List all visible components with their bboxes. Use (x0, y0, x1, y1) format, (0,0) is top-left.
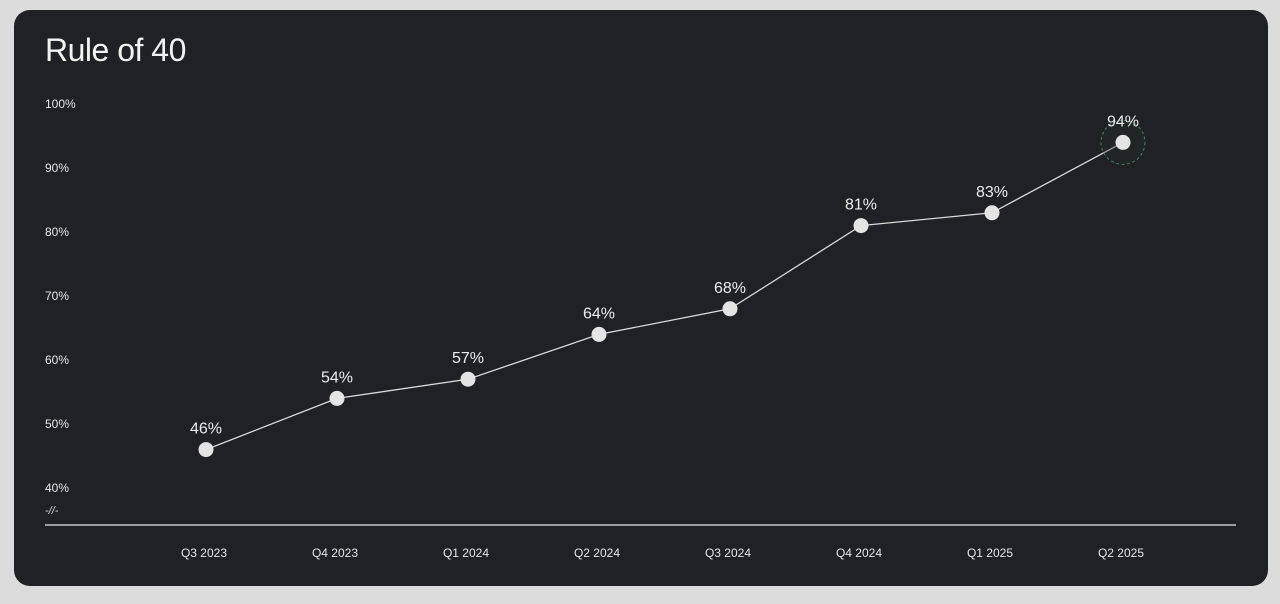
x-tick-label: Q4 2024 (836, 546, 882, 560)
x-tick-label: Q4 2023 (312, 546, 358, 560)
x-axis: Q3 2023 Q4 2023 Q1 2024 Q2 2024 Q3 2024 Q4 20… (181, 546, 1144, 560)
data-point[interactable] (722, 301, 738, 317)
data-label: 81% (845, 197, 877, 214)
data-label: 94% (1107, 113, 1139, 130)
data-label: 57% (452, 350, 484, 367)
y-tick-label: 80% (45, 225, 69, 239)
data-label: 64% (583, 305, 615, 322)
y-tick-label: 90% (45, 161, 69, 175)
y-tick-label: 50% (45, 417, 69, 431)
data-label: 54% (321, 369, 353, 386)
y-tick-label: 70% (45, 289, 69, 303)
x-tick-label: Q2 2024 (574, 546, 620, 560)
data-point[interactable] (198, 442, 214, 458)
data-point[interactable] (1115, 134, 1131, 150)
series-line (205, 141, 1124, 451)
x-tick-label: Q1 2025 (967, 546, 1013, 560)
line-chart: 40% 50% 60% 70% 80% 90% 100% -//- Q3 2023 Q4 20… (45, 97, 1236, 560)
y-axis: 40% 50% 60% 70% 80% 90% 100% (45, 97, 76, 495)
data-point[interactable] (460, 371, 476, 387)
y-tick-label: 100% (45, 97, 76, 111)
chart-card: Rule of 40 40% 50% 60% 70% 80% 90% 100% -//- Q… (14, 10, 1268, 586)
data-point[interactable] (329, 390, 345, 406)
x-tick-label: Q3 2023 (181, 546, 227, 560)
data-label: 83% (976, 184, 1008, 201)
y-tick-label: 40% (45, 481, 69, 495)
data-points (198, 134, 1131, 458)
x-tick-label: Q2 2025 (1098, 546, 1144, 560)
x-tick-label: Q3 2024 (705, 546, 751, 560)
data-label: 68% (714, 280, 746, 297)
data-labels: 46% 54% 57% 64% 68% 81% 83% 94% (190, 113, 1139, 437)
data-point[interactable] (591, 326, 607, 342)
axis-break-mark: -//- (45, 505, 59, 517)
data-point[interactable] (984, 205, 1000, 221)
x-tick-label: Q1 2024 (443, 546, 489, 560)
data-label: 46% (190, 421, 222, 438)
data-point[interactable] (853, 218, 869, 234)
chart-title: Rule of 40 (45, 32, 186, 68)
y-tick-label: 60% (45, 353, 69, 367)
